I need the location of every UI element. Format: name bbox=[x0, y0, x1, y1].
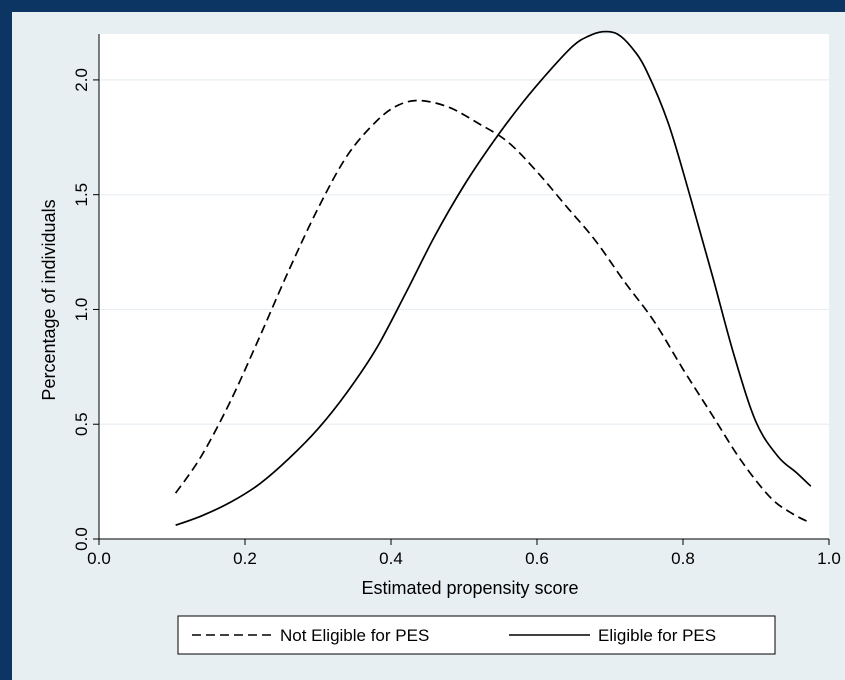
chart-frame: 0.0 0.2 0.4 0.6 0.8 1.0 0.0 0.5 1.0 1.5 2.0 Estim… bbox=[12, 12, 845, 680]
y-ticks: 0.0 0.5 1.0 1.5 2.0 bbox=[72, 68, 99, 551]
legend: Not Eligible for PES Eligible for PES bbox=[177, 615, 776, 655]
y-tick-label-4: 2.0 bbox=[72, 68, 91, 92]
x-tick-label-4: 0.8 bbox=[671, 549, 695, 568]
axes bbox=[98, 34, 829, 540]
series-line-eligible bbox=[175, 30, 812, 527]
legend-box bbox=[177, 615, 776, 655]
y-tick-label-3: 1.5 bbox=[72, 183, 91, 207]
plot-area bbox=[99, 34, 829, 539]
y-tick-label-0: 0.0 bbox=[72, 527, 91, 551]
x-tick-label-3: 0.6 bbox=[525, 549, 549, 568]
x-tick-label-0: 0.0 bbox=[87, 549, 111, 568]
y-tick-label-1: 0.5 bbox=[72, 412, 91, 436]
x-tick-label-1: 0.2 bbox=[233, 549, 257, 568]
y-tick-label-2: 1.0 bbox=[72, 298, 91, 322]
x-tick-label-2: 0.4 bbox=[379, 549, 403, 568]
legend-label-not-eligible: Not Eligible for PES bbox=[280, 626, 429, 645]
x-ticks: 0.0 0.2 0.4 0.6 0.8 1.0 bbox=[87, 539, 841, 568]
series-line-not-eligible bbox=[174, 99, 812, 524]
y-axis-title: Percentage of individuals bbox=[39, 199, 59, 400]
legend-label-eligible: Eligible for PES bbox=[598, 626, 716, 645]
x-axis-title: Estimated propensity score bbox=[361, 578, 578, 598]
series-layer bbox=[174, 30, 812, 527]
chart-svg: 0.0 0.2 0.4 0.6 0.8 1.0 0.0 0.5 1.0 1.5 2.0 Estim… bbox=[39, 30, 841, 655]
x-tick-label-5: 1.0 bbox=[817, 549, 841, 568]
